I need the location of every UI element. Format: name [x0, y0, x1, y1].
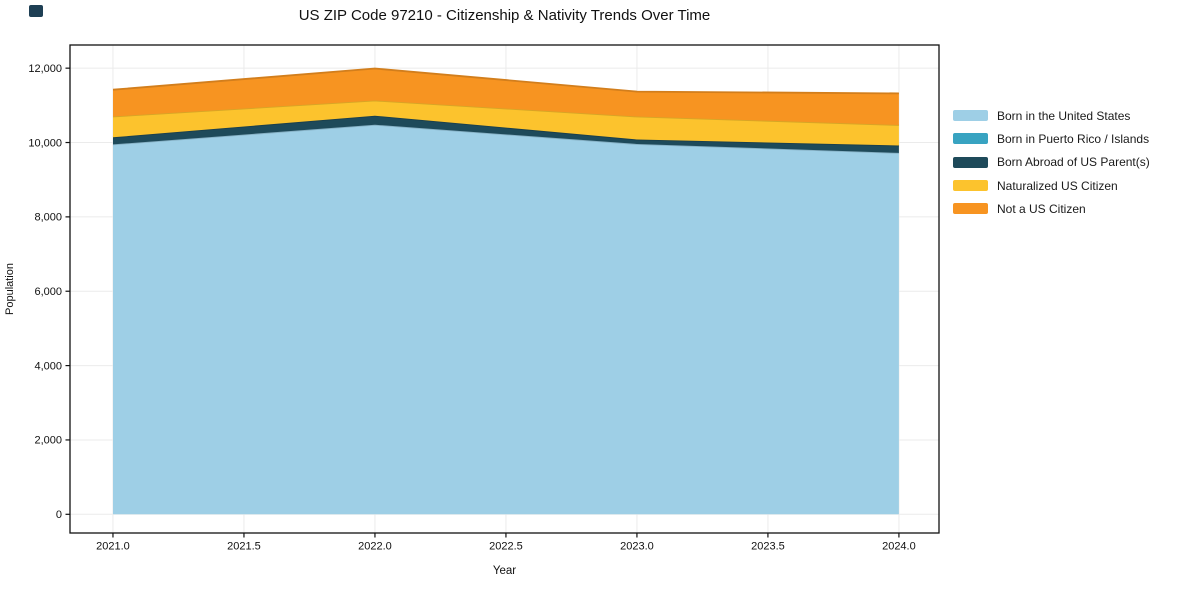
legend-item: Naturalized US Citizen — [953, 174, 1150, 197]
y-tick-label: 10,000 — [28, 137, 62, 149]
area-series — [113, 115, 899, 153]
y-tick-label: 0 — [56, 509, 62, 521]
area-series — [113, 124, 899, 515]
y-tick-label: 8,000 — [34, 212, 62, 224]
x-tick-label: 2022.0 — [358, 541, 392, 553]
legend-label: Born in Puerto Rico / Islands — [997, 131, 1150, 146]
legend-swatch — [953, 156, 988, 168]
legend-item: Born in Puerto Rico / Islands — [953, 127, 1150, 150]
x-tick-label: 2024.0 — [882, 541, 916, 553]
legend-label: Born in the United States — [997, 108, 1131, 123]
x-tick-label: 2021.5 — [227, 541, 261, 553]
legend-swatch — [953, 203, 988, 215]
legend-swatch — [953, 110, 988, 122]
x-tick-label: 2022.5 — [489, 541, 523, 553]
y-tick-label: 6,000 — [34, 286, 62, 298]
chart-title: US ZIP Code 97210 - Citizenship & Nativi… — [298, 7, 711, 24]
legend-item: Not a US Citizen — [953, 197, 1150, 220]
y-tick-label: 2,000 — [34, 435, 62, 447]
legend: Born in the United States Born in Puerto … — [953, 104, 1150, 220]
area-series-edge — [112, 67, 899, 95]
area-series — [113, 100, 899, 146]
y-tick-label: 12,000 — [28, 63, 62, 75]
legend-label: Born Abroad of US Parent(s) — [997, 155, 1150, 170]
x-tick-label: 2023.0 — [620, 541, 654, 553]
y-tick-label: 4,000 — [34, 360, 62, 372]
legend-item: Born in the United States — [953, 104, 1150, 127]
axes-frame — [69, 44, 940, 534]
area-series — [113, 68, 899, 125]
x-axis-label: Year — [492, 565, 517, 577]
x-tick-label: 2023.5 — [751, 541, 785, 553]
legend-label: Not a US Citizen — [997, 201, 1086, 216]
corner-artifact-icon — [29, 5, 43, 17]
legend-swatch — [953, 180, 988, 192]
y-axis-label: Population — [4, 263, 16, 315]
legend-label: Naturalized US Citizen — [997, 178, 1118, 193]
legend-item: Born Abroad of US Parent(s) — [953, 151, 1150, 174]
legend-swatch — [953, 133, 988, 145]
x-tick-label: 2021.0 — [96, 541, 130, 553]
